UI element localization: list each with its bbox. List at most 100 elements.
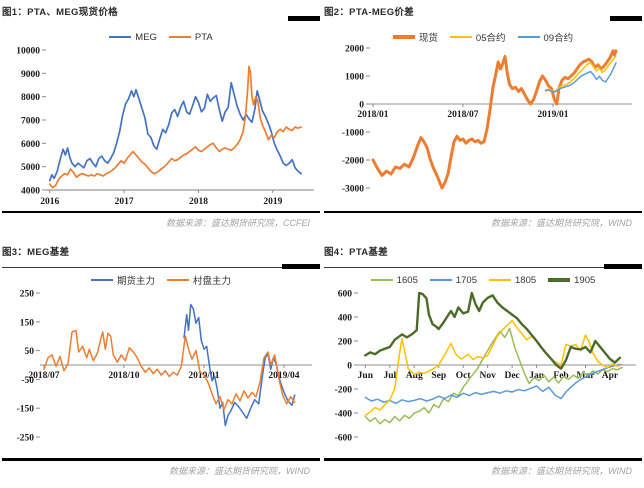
legend-label: 1705 bbox=[455, 274, 477, 286]
series-line-09合约 bbox=[544, 62, 617, 93]
y-axis-tick-label: -250 bbox=[17, 434, 35, 444]
legend-line-swatch bbox=[489, 279, 511, 281]
legend-label: 1905 bbox=[574, 274, 596, 286]
x-axis-tick-label: 2018/10 bbox=[108, 371, 139, 381]
x-axis-tick-label: 2019/04 bbox=[268, 371, 299, 381]
title-accent-bar bbox=[604, 264, 642, 269]
figure-4-title: 图4：PTA基差 bbox=[324, 247, 388, 258]
figure-3-source-caption: 数据来源：盛达期货研究院，WIND bbox=[2, 458, 320, 477]
y-axis-tick-label: 7000 bbox=[21, 117, 40, 127]
legend-label: 期货主力 bbox=[116, 276, 155, 287]
x-axis-tick-label: Nov bbox=[479, 371, 496, 381]
legend-line-swatch bbox=[392, 35, 415, 39]
y-axis-tick-label: 4000 bbox=[21, 187, 40, 197]
title-accent-bar bbox=[288, 16, 320, 21]
x-axis-tick-label: 2019/01 bbox=[537, 110, 568, 120]
y-axis-tick-label: -3000 bbox=[342, 185, 364, 195]
legend-label: 村盘主力 bbox=[193, 276, 232, 287]
figure-3-title: 图3：MEG基差 bbox=[2, 247, 70, 258]
source-text: 数据来源：盛达期货研究院，CCFEI bbox=[165, 218, 310, 228]
legend-item-现货: 现货 bbox=[392, 30, 438, 44]
legend-item-1705: 1705 bbox=[429, 274, 477, 286]
legend-item-05合约: 05合约 bbox=[449, 30, 506, 44]
y-axis-tick-label: 250 bbox=[20, 290, 35, 300]
y-axis-tick-label: 2000 bbox=[345, 45, 364, 55]
series-line-05合约 bbox=[544, 55, 617, 93]
legend-item-MEG: MEG bbox=[109, 32, 157, 43]
legend-item-村盘主力: 村盘主力 bbox=[167, 273, 231, 287]
legend-label: 1805 bbox=[515, 274, 537, 286]
y-axis-tick-label: -600 bbox=[335, 434, 353, 444]
series-line-村盘主力 bbox=[43, 329, 296, 411]
source-text: 数据来源：盛达期货研究院，WIND bbox=[491, 218, 632, 228]
figure-4-block: 图4：PTA基差 1605 1705 1805 1905 600 400 200 0 -200… bbox=[324, 242, 642, 477]
source-text: 数据来源：盛达期货研究院，WIND bbox=[169, 466, 310, 476]
x-axis-tick-label: Oct bbox=[456, 371, 472, 381]
y-axis-tick-label: -400 bbox=[335, 410, 353, 420]
figure-2-block: 图2：PTA-MEG价差 现货 05合约 09合约 2000 1000 0 -1000 -2… bbox=[324, 2, 642, 229]
figure-2-source-caption: 数据来源：盛达期货研究院，WIND bbox=[324, 211, 642, 229]
title-accent-bar bbox=[610, 16, 642, 21]
legend-item-1805: 1805 bbox=[489, 275, 536, 286]
figure-3-title-bar: 图3：MEG基差 bbox=[2, 242, 320, 269]
figure-1-block: 图1：PTA、MEG现货价格 MEG PTA 10000 9000 8000 7000 6… bbox=[2, 2, 320, 229]
figure-2-line-chart: 2000 1000 0 -1000 -2000 -3000 2018/01 2018/07 20… bbox=[342, 45, 632, 195]
x-axis-tick-label: Jun bbox=[358, 371, 374, 381]
x-axis-tick-label: Jul bbox=[383, 371, 396, 381]
x-axis-tick-label: Jan bbox=[529, 371, 545, 381]
x-axis-tick-label: 2018/07 bbox=[447, 110, 478, 120]
legend-line-swatch bbox=[168, 36, 191, 38]
x-axis-tick-label: Feb bbox=[553, 371, 568, 381]
figure-3-legend: 期货主力 村盘主力 bbox=[2, 273, 320, 287]
figure-1-title: 图1：PTA、MEG现货价格 bbox=[2, 7, 118, 18]
legend-line-swatch bbox=[109, 36, 132, 38]
series-line-1605 bbox=[364, 327, 623, 425]
y-axis-tick-label: 600 bbox=[338, 290, 353, 300]
legend-line-swatch bbox=[167, 279, 189, 281]
series-line-1905 bbox=[364, 291, 621, 370]
title-accent-bar bbox=[282, 264, 320, 269]
series-line-MEG bbox=[48, 81, 302, 182]
x-axis-tick-label: 2018/07 bbox=[28, 371, 59, 381]
x-axis-tick-label: Aug bbox=[406, 371, 423, 381]
x-axis-tick-label: 2017 bbox=[115, 197, 134, 207]
figure-4-title-bar: 图4：PTA基差 bbox=[324, 242, 642, 269]
y-axis-tick-label: -1000 bbox=[342, 129, 364, 139]
legend-label: MEG bbox=[135, 31, 157, 43]
y-axis-tick-label: 150 bbox=[20, 318, 35, 328]
y-axis-tick-label: 50 bbox=[25, 347, 35, 357]
legend-item-1905: 1905 bbox=[548, 275, 595, 286]
figure-2-title-bar: 图2：PTA-MEG价差 bbox=[324, 2, 642, 21]
y-axis-tick-label: -2000 bbox=[342, 157, 364, 167]
legend-item-PTA: PTA bbox=[168, 31, 213, 43]
legend-line-swatch bbox=[548, 278, 571, 282]
y-axis-tick-label: 6000 bbox=[21, 140, 40, 150]
y-axis-tick-label: 8000 bbox=[21, 93, 40, 103]
y-axis-tick-label: 400 bbox=[338, 314, 353, 324]
legend-line-swatch bbox=[449, 36, 472, 38]
y-axis-tick-label: 0 bbox=[347, 362, 352, 372]
legend-item-1605: 1605 bbox=[370, 274, 418, 286]
legend-item-09合约: 09合约 bbox=[517, 30, 573, 44]
legend-label: 1605 bbox=[396, 274, 418, 286]
y-axis-tick-label: -150 bbox=[17, 405, 35, 415]
y-axis-tick-label: 200 bbox=[338, 338, 353, 348]
legend-label: 现货 bbox=[418, 33, 438, 44]
figure-3-block: 图3：MEG基差 期货主力 村盘主力 250 150 50 -50 -150 -250 201… bbox=[2, 242, 320, 477]
figure-1-legend: MEG PTA bbox=[2, 30, 320, 44]
legend-line-swatch bbox=[90, 279, 113, 281]
y-axis-tick-label: 9000 bbox=[21, 70, 40, 80]
legend-label: 05合约 bbox=[475, 33, 506, 44]
y-axis-tick-label: 1000 bbox=[345, 73, 364, 83]
y-axis-tick-label: 0 bbox=[359, 101, 364, 111]
x-axis-tick-label: 2019 bbox=[263, 197, 282, 207]
source-text: 数据来源：盛达期货研究院，WIND bbox=[491, 466, 632, 476]
legend-line-swatch bbox=[429, 279, 452, 281]
y-axis-tick-label: 5000 bbox=[21, 163, 40, 173]
x-axis-tick-label: 2018 bbox=[189, 197, 208, 207]
legend-label: PTA bbox=[194, 31, 213, 43]
legend-line-swatch bbox=[370, 279, 393, 281]
